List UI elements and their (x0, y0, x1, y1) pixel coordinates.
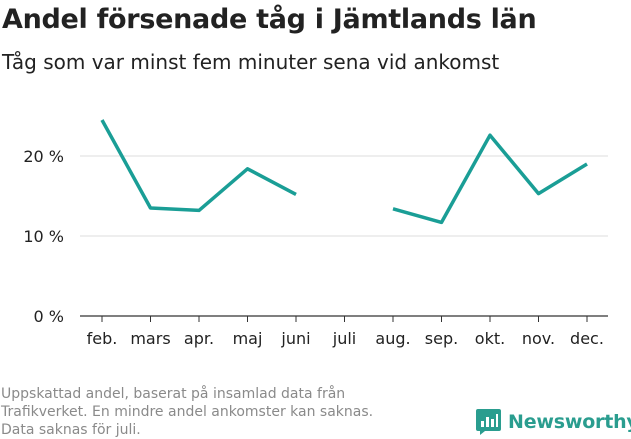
x-tick-label: dec. (570, 329, 604, 348)
x-tick-label: juli (332, 329, 356, 348)
y-tick-label: 20 % (23, 147, 64, 166)
x-tick-label: juni (280, 329, 310, 348)
footnote-line-1: Uppskattad andel, baserat på insamlad da… (1, 386, 346, 402)
chart-subtitle: Tåg som var minst fem minuter sena vid a… (2, 50, 500, 74)
newsworthy-logo-icon (476, 409, 501, 435)
chart-title: Andel försenade tåg i Jämtlands län (2, 4, 537, 35)
series-line-segment (100, 119, 297, 213)
x-axis-ticks: feb. mars apr. maj juni juli aug. sep. okt. nov. d… (87, 316, 604, 348)
y-tick-label: 10 % (23, 227, 64, 246)
footnote-line-2: Trafikverket. En mindre andel ankomster … (1, 404, 374, 420)
x-tick-label: aug. (375, 329, 410, 348)
x-tick-label: nov. (522, 329, 555, 348)
y-tick-label: 0 % (34, 307, 64, 326)
x-tick-label: maj (233, 329, 263, 348)
footnote-line-3: Data saknas för juli. (1, 422, 141, 438)
series-lines (100, 119, 588, 225)
footnote: Uppskattad andel, baserat på insamlad da… (1, 385, 441, 439)
x-tick-label: feb. (87, 329, 118, 348)
x-tick-label: okt. (475, 329, 505, 348)
x-tick-label: mars (130, 329, 170, 348)
x-tick-label: apr. (184, 329, 214, 348)
y-axis-ticks: 0 % 10 % 20 % (23, 147, 64, 326)
x-tick-label: sep. (425, 329, 458, 348)
series-line-segment (392, 133, 588, 225)
brand-logo: Newsworthy (476, 408, 631, 435)
brand-name: Newsworthy (508, 410, 631, 433)
